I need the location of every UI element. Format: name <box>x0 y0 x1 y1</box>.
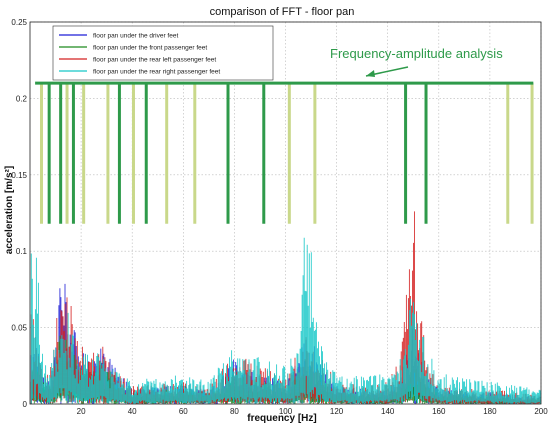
annotation-arrowhead <box>366 70 375 77</box>
y-tick-label: 0.25 <box>11 18 27 27</box>
x-tick-label: 180 <box>483 407 497 416</box>
x-tick-label: 160 <box>432 407 446 416</box>
legend-box <box>52 25 274 81</box>
x-tick-label: 200 <box>534 407 548 416</box>
y-axis-label: acceleration [m/s²] <box>4 166 15 254</box>
x-tick-label: 120 <box>330 407 344 416</box>
y-tick-label: 0.2 <box>16 94 28 103</box>
x-axis-label: frequency [Hz] <box>247 413 316 424</box>
annotation-text: Frequency-amplitude analysis <box>330 46 503 61</box>
legend-label: floor pan under the driver feet <box>93 33 178 40</box>
axes-box <box>29 21 542 405</box>
chart-title: comparison of FFT - floor pan <box>210 6 355 18</box>
legend-label: floor pan under the rear left passenger … <box>93 57 216 64</box>
x-tick-label: 140 <box>381 407 395 416</box>
legend-label: floor pan under the front passenger feet <box>93 45 207 52</box>
legend-label: floor pan under the rear right passenger… <box>93 69 220 76</box>
x-tick-label: 80 <box>230 407 239 416</box>
x-tick-label: 40 <box>128 407 137 416</box>
x-tick-label: 20 <box>77 407 86 416</box>
series-lines <box>30 211 541 404</box>
axis-ticks: 20 40 60 80 100 120 140 160 180 200 0 0.05 0.1 0.15 0.… <box>11 18 548 416</box>
series-trace <box>30 237 541 404</box>
y-tick-label: 0.05 <box>11 324 27 333</box>
frequency-amplitude-annotation: Frequency-amplitude analysis <box>35 46 534 224</box>
x-tick-label: 100 <box>279 407 293 416</box>
y-tick-label: 0.15 <box>11 171 27 180</box>
legend: floor pan under the driver feet floor pan… <box>52 25 274 81</box>
y-tick-label: 0.1 <box>16 247 28 256</box>
x-tick-label: 60 <box>179 407 188 416</box>
y-tick-label: 0 <box>23 400 28 409</box>
